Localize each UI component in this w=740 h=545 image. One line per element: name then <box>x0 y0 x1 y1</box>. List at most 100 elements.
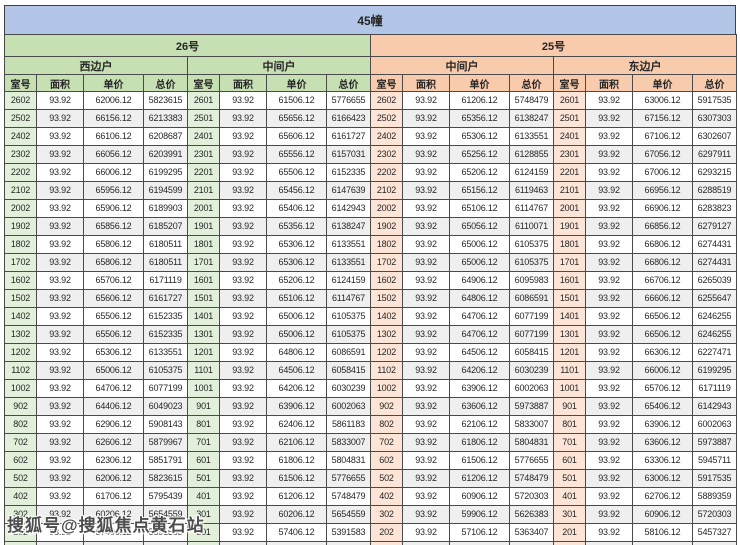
value-cell: 65656.12 <box>266 109 327 128</box>
table-row: 2002 93.92 65906.12 6189903 2001 93.92 65406.1… <box>4 199 737 218</box>
value-cell: 93.92 <box>402 523 450 542</box>
value-cell: 64506.12 <box>266 361 327 380</box>
room-number-cell: 301 <box>187 505 220 524</box>
room-number-cell: 2202 <box>370 163 403 182</box>
room-number-cell: 901 <box>553 397 586 416</box>
value-cell: 93.92 <box>36 145 84 164</box>
col-header-room: 室号 <box>370 74 403 92</box>
value-cell: 65156.12 <box>449 181 510 200</box>
value-cell: 63906.12 <box>266 397 327 416</box>
value-cell: 93.92 <box>36 307 84 326</box>
value-cell: 65406.12 <box>632 397 693 416</box>
room-number-cell: 302 <box>370 505 403 524</box>
room-number-cell: 502 <box>370 469 403 488</box>
value-cell: 56106.12 <box>632 541 693 545</box>
value-cell: 93.92 <box>219 271 267 290</box>
room-number-cell: 1702 <box>4 253 37 272</box>
value-cell: 6171119 <box>143 271 188 290</box>
room-number-cell: 1202 <box>370 343 403 362</box>
value-cell: 63006.12 <box>632 469 693 488</box>
value-cell: 6002063 <box>509 379 554 398</box>
value-cell: 5654559 <box>143 505 188 524</box>
room-number-cell: 1801 <box>553 235 586 254</box>
value-cell: 62106.12 <box>449 415 510 434</box>
room-number-cell: 401 <box>553 487 586 506</box>
section-25-label: 25号 <box>370 34 737 57</box>
value-cell: 61506.12 <box>266 91 327 110</box>
table-row: 502 93.92 62006.12 5823615 501 93.92 61506.12 5… <box>4 469 737 488</box>
value-cell: 93.92 <box>219 109 267 128</box>
value-cell: 93.92 <box>219 469 267 488</box>
value-cell: 65856.12 <box>83 217 144 236</box>
value-cell: 67156.12 <box>632 109 693 128</box>
value-cell: 6274431 <box>692 253 737 272</box>
value-cell: 6105375 <box>326 307 371 326</box>
col-header-total-price: 总价 <box>326 74 371 92</box>
table-row: 1002 93.92 64706.12 6077199 1001 93.92 64206.1… <box>4 379 737 398</box>
room-number-cell: 102 <box>370 541 403 545</box>
value-cell: 93.92 <box>402 145 450 164</box>
value-cell: 93.92 <box>36 199 84 218</box>
room-number-cell: 2602 <box>4 91 37 110</box>
value-cell: 6105375 <box>326 325 371 344</box>
room-number-cell: 2301 <box>553 145 586 164</box>
value-cell: 5391583 <box>326 523 371 542</box>
room-number-cell: 1902 <box>370 217 403 236</box>
value-cell: 6288519 <box>692 181 737 200</box>
table-row: 1902 93.92 65856.12 6185207 1901 93.92 65356.1… <box>4 217 737 236</box>
building-title-bar: 45幢 <box>4 5 736 34</box>
value-cell: 6105375 <box>509 253 554 272</box>
value-cell: 6058415 <box>326 361 371 380</box>
table-row: 202 93.92 57406.12 5391583 201 93.92 57406.12 5… <box>4 523 737 542</box>
value-cell: 93.92 <box>402 505 450 524</box>
value-cell: 6255647 <box>692 289 737 308</box>
value-cell: 93.92 <box>219 91 267 110</box>
value-cell: 6114767 <box>326 289 371 308</box>
room-number-cell: 1402 <box>370 307 403 326</box>
room-number-cell: 2402 <box>4 127 37 146</box>
value-cell: 6142943 <box>692 397 737 416</box>
room-number-cell: 2101 <box>553 181 586 200</box>
value-cell: 5973887 <box>692 433 737 452</box>
value-cell: 5391583 <box>143 523 188 542</box>
table-row: 302 93.92 60206.12 5654559 301 93.92 60206.12 5… <box>4 505 737 524</box>
value-cell: 5748479 <box>326 487 371 506</box>
value-cell: 93.92 <box>219 127 267 146</box>
value-cell: 65706.12 <box>632 379 693 398</box>
value-cell: 93.92 <box>36 253 84 272</box>
room-number-cell: 202 <box>4 523 37 542</box>
value-cell: 93.92 <box>219 235 267 254</box>
value-cell: 65506.12 <box>83 307 144 326</box>
table-row: 1202 93.92 65306.12 6133551 1201 93.92 64806.1… <box>4 343 737 362</box>
value-cell: 93.92 <box>219 361 267 380</box>
room-number-cell: 1102 <box>370 361 403 380</box>
value-cell: 93.92 <box>585 109 633 128</box>
household-west-label: 西边户 <box>4 56 188 75</box>
room-number-cell: 1202 <box>4 343 37 362</box>
value-cell: 6293215 <box>692 163 737 182</box>
room-number-cell: 2302 <box>370 145 403 164</box>
value-cell: 66606.12 <box>632 289 693 308</box>
value-cell: 6133551 <box>143 343 188 362</box>
value-cell: 66056.12 <box>83 145 144 164</box>
room-number-cell: 1002 <box>370 379 403 398</box>
room-number-cell: 2401 <box>553 127 586 146</box>
value-cell: 93.92 <box>219 145 267 164</box>
value-cell: 93.92 <box>585 307 633 326</box>
value-cell: 93.92 <box>36 505 84 524</box>
value-cell: 93.92 <box>402 217 450 236</box>
value-cell: 6049023 <box>143 397 188 416</box>
value-cell: 93.92 <box>402 361 450 380</box>
room-number-cell: 2202 <box>4 163 37 182</box>
value-cell: 6124159 <box>509 163 554 182</box>
value-cell: 93.92 <box>585 325 633 344</box>
value-cell: 6302607 <box>692 127 737 146</box>
value-cell: 93.92 <box>585 541 633 545</box>
value-cell: 5654559 <box>326 505 371 524</box>
room-number-cell: 1101 <box>553 361 586 380</box>
room-number-cell: 2502 <box>4 109 37 128</box>
value-cell: 66106.12 <box>83 127 144 146</box>
value-cell: 6105375 <box>143 361 188 380</box>
value-cell: 5720303 <box>509 487 554 506</box>
value-cell: 5945711 <box>692 451 737 470</box>
